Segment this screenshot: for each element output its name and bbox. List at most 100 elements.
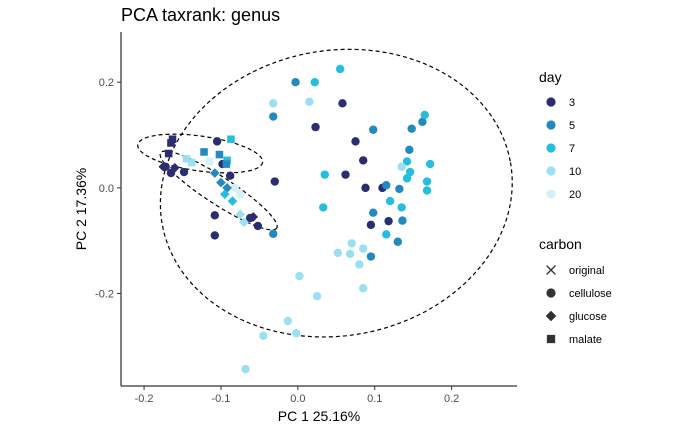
point-27 <box>393 237 403 246</box>
point-17 <box>382 181 391 190</box>
legend-day-label-5: 5 <box>569 120 575 132</box>
point-80 <box>219 189 230 200</box>
point-4 <box>311 122 320 132</box>
point-29 <box>269 229 278 239</box>
y-axis-ticks: -0.2 0.0 0.2 <box>95 77 121 301</box>
point-84 <box>248 212 259 222</box>
legend-day-key-5 <box>546 120 556 130</box>
y-tick-label: 0.2 <box>99 77 114 89</box>
point-9 <box>361 183 370 193</box>
point-73 <box>227 135 235 144</box>
point-59 <box>230 183 240 193</box>
point-58 <box>241 364 250 374</box>
legend-carbon-key-malate <box>546 334 556 344</box>
point-30 <box>310 77 319 87</box>
x-tick-label: -0.1 <box>211 393 230 405</box>
legend-carbon-label-malate: malate <box>569 334 602 346</box>
point-46 <box>397 162 406 171</box>
point-31 <box>335 64 345 74</box>
y-axis-title: PC 2 17.36% <box>73 168 89 251</box>
y-tick-label: -0.2 <box>95 289 114 301</box>
point-16 <box>253 221 263 231</box>
legend-day-label-10: 10 <box>569 166 581 178</box>
point-74 <box>222 160 231 168</box>
point-3 <box>270 177 279 186</box>
point-54 <box>312 291 322 301</box>
point-53 <box>295 271 304 281</box>
point-18 <box>291 77 300 87</box>
point-33 <box>425 159 435 169</box>
point-11 <box>384 216 393 226</box>
point-62 <box>166 168 176 178</box>
point-12 <box>366 220 376 230</box>
point-75 <box>158 161 169 172</box>
point-47 <box>347 239 356 248</box>
point-28 <box>366 252 376 261</box>
point-45 <box>305 97 314 106</box>
point-7 <box>359 156 368 165</box>
legend-day-key-3 <box>546 97 556 107</box>
legend-carbon-key-glucose <box>545 310 557 322</box>
point-48 <box>359 244 368 253</box>
point-34 <box>402 157 412 166</box>
point-26 <box>398 216 407 225</box>
point-65 <box>168 135 177 144</box>
point-77 <box>209 168 220 178</box>
point-14 <box>210 231 220 240</box>
point-83 <box>239 217 249 228</box>
point-69 <box>200 148 208 156</box>
point-24 <box>395 184 404 194</box>
y-tick-label: 0.0 <box>99 183 114 195</box>
point-32 <box>420 110 429 120</box>
point-20 <box>369 125 378 134</box>
legend-day: 3 5 7 10 20 <box>546 97 581 201</box>
x-axis-ticks: -0.2 -0.1 0.0 0.1 0.2 <box>135 386 459 405</box>
point-40 <box>320 170 329 179</box>
legend-carbon-key-original <box>546 265 556 275</box>
ellipse-glucose <box>159 150 278 231</box>
point-42 <box>397 203 406 212</box>
data-points <box>158 64 435 374</box>
x-axis-title: PC 1 25.16% <box>278 408 361 424</box>
point-66 <box>164 149 173 158</box>
point-57 <box>259 331 268 341</box>
point-39 <box>385 196 395 206</box>
point-25 <box>369 208 378 217</box>
legend-day-key-10 <box>546 166 556 176</box>
legend-carbon-title: carbon <box>539 236 582 252</box>
point-8 <box>341 170 350 179</box>
legend-carbon: original cellulose glucose malate <box>545 265 612 346</box>
point-68 <box>187 158 196 167</box>
chart-title: PCA taxrank: genus <box>121 5 280 25</box>
legend-day-label-20: 20 <box>569 189 581 201</box>
ellipse-malate <box>137 133 264 174</box>
legend-day-label-7: 7 <box>569 143 575 155</box>
point-60 <box>235 190 245 199</box>
x-tick-label: 0.0 <box>290 393 305 405</box>
point-76 <box>169 162 180 173</box>
point-50 <box>333 248 343 258</box>
legend-carbon-label-cellulose: cellulose <box>569 288 612 300</box>
point-70 <box>205 157 214 166</box>
point-22 <box>418 117 427 127</box>
legend-day-key-20 <box>546 189 556 199</box>
point-82 <box>235 209 246 220</box>
ellipse-cellulose <box>159 48 513 338</box>
legend-carbon-key-cellulose <box>546 288 556 298</box>
confidence-ellipses <box>137 48 513 338</box>
point-52 <box>359 284 368 293</box>
point-56 <box>292 328 301 338</box>
point-36 <box>402 174 412 183</box>
point-5 <box>338 99 347 108</box>
legend-carbon-label-glucose: glucose <box>569 311 607 323</box>
point-41 <box>319 203 328 212</box>
point-2 <box>225 171 235 180</box>
point-21 <box>407 124 416 133</box>
legend-carbon-label-original: original <box>569 265 604 277</box>
point-37 <box>422 177 432 186</box>
point-19 <box>269 112 278 121</box>
x-tick-label: -0.2 <box>135 393 154 405</box>
point-63 <box>179 167 189 177</box>
point-67 <box>182 155 191 163</box>
